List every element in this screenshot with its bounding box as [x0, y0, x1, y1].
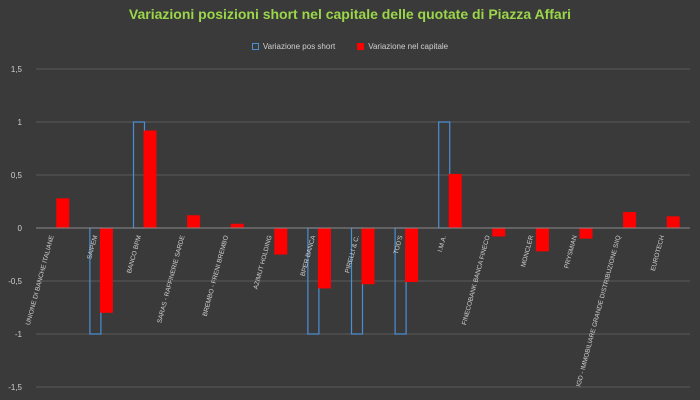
x-category-label: AZIMUT HOLDING: [253, 235, 274, 290]
bar-capitale: [317, 228, 331, 289]
bar-capitale: [405, 228, 419, 283]
x-category-label: MONCLER: [520, 234, 535, 268]
y-tick-label: -1: [15, 330, 23, 339]
x-category-label: SARAS - RAFFINERIE SARDE: [156, 234, 186, 324]
bar-capitale: [187, 215, 201, 228]
x-category-label: BREMBO - FRENI BREMBO: [202, 235, 230, 317]
bar-capitale: [143, 130, 157, 228]
y-tick-label: 0: [18, 224, 23, 233]
bar-capitale: [274, 228, 288, 255]
y-tick-label: -0,5: [8, 277, 22, 286]
y-tick-label: 1,5: [11, 65, 23, 74]
legend-swatch-outline: [251, 43, 259, 50]
x-category-label: PRYSMIAN: [563, 234, 579, 269]
legend-item-capitale: Variazione nel capitale: [357, 42, 448, 51]
bar-capitale: [666, 216, 680, 228]
y-tick-label: -1,5: [8, 383, 22, 392]
legend-swatch-red: [357, 43, 365, 50]
y-tick-label: 1: [18, 118, 23, 127]
x-category-label: IGD - IMMOBILIARE GRANDE DISTRIBUZIONE S…: [575, 235, 622, 388]
legend-item-pos-short: Variazione pos short: [251, 42, 336, 51]
bar-capitale: [579, 228, 593, 239]
chart-title: Variazioni posizioni short nel capitale …: [128, 6, 572, 22]
x-category-label: EUROTECH: [650, 234, 666, 271]
x-category-label: FINECOBANK BANCA FINECO: [461, 235, 492, 326]
bar-capitale: [56, 198, 70, 228]
x-category-label: UNIONE DI BANCHE ITALIANE: [25, 234, 56, 326]
y-tick-label: 0,5: [11, 171, 23, 180]
bar-capitale: [623, 212, 637, 228]
legend-label-pos-short: Variazione pos short: [262, 42, 336, 51]
x-category-label: SAIPEM: [86, 235, 99, 261]
bar-capitale: [230, 223, 244, 228]
x-category-label: PIRELLI & C.: [344, 235, 361, 274]
x-category-label: BANCO BPM: [126, 235, 143, 274]
x-category-label: I.M.A.: [437, 235, 448, 253]
bar-capitale: [492, 228, 506, 237]
x-category-label: BPER BANCA: [300, 234, 318, 277]
bar-capitale: [535, 228, 549, 252]
x-category-label: TOD'S: [393, 234, 405, 255]
chart-legend: Variazione pos short Variazione nel capi…: [0, 42, 700, 51]
bar-capitale: [99, 228, 113, 313]
bar-capitale: [448, 173, 462, 228]
legend-label-capitale: Variazione nel capitale: [368, 42, 449, 51]
bar-capitale: [361, 228, 375, 285]
